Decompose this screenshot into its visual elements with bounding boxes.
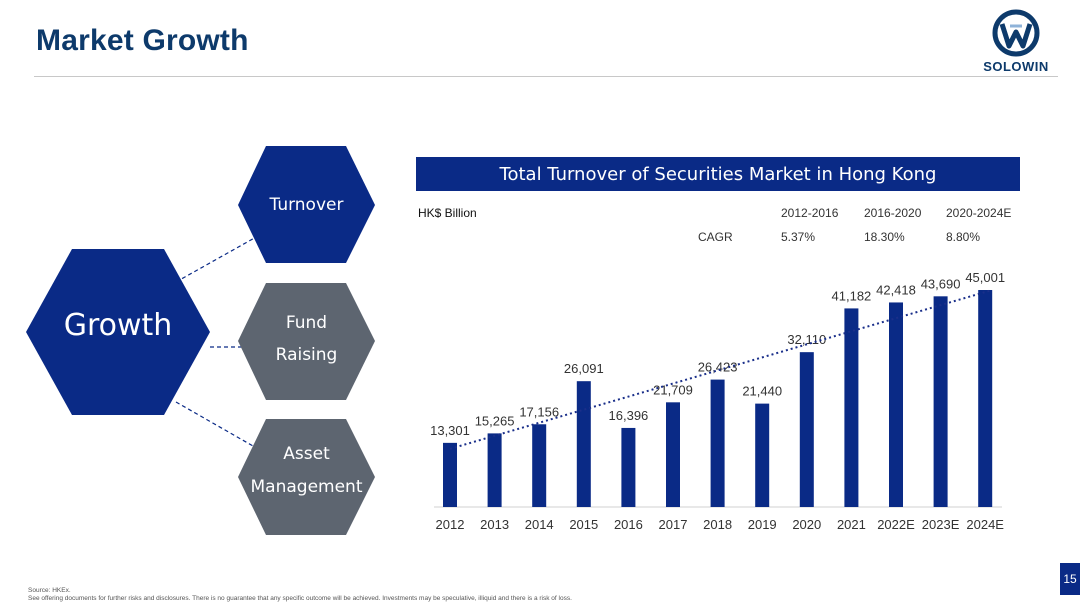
cagr-value-2: 18.30%: [864, 230, 905, 244]
cagr-value-1: 5.37%: [781, 230, 816, 244]
bar-2017: [666, 402, 680, 507]
logo-text: SOLOWIN: [983, 59, 1049, 74]
hex-fund-label-line1: Fund: [285, 313, 328, 333]
footnote-disclaimer: See offering documents for further risks…: [28, 595, 572, 602]
value-label-2014: 17,156: [519, 404, 559, 419]
hex-turnover: [238, 146, 375, 263]
cagr-period-1: 2012-2016: [781, 206, 839, 220]
x-tick-2012: 2012: [436, 517, 465, 532]
bar-2020: [799, 352, 814, 507]
value-label-2020: 32,110: [787, 332, 826, 347]
chart-unit-label: HK$ Billion: [418, 206, 477, 220]
bar-2015: [576, 381, 591, 507]
value-label-2016: 16,396: [609, 408, 649, 423]
x-tick-2022E: 2022E: [877, 517, 915, 532]
x-tick-2021: 2021: [837, 517, 866, 532]
bar-2023E: [933, 296, 948, 507]
bar-2018: [710, 379, 725, 507]
page-number: 15: [1060, 563, 1080, 595]
value-label-2018: 26,423: [698, 360, 738, 375]
connector-asset-management: [175, 401, 261, 451]
title-divider: [34, 76, 1058, 77]
growth-diagram: [26, 146, 375, 535]
x-tick-2013: 2013: [480, 517, 509, 532]
hex-asset-label-line1: Asset: [283, 444, 330, 464]
chart-title: Total Turnover of Securities Market in H…: [416, 157, 1020, 191]
bar-2022E: [889, 302, 903, 507]
cagr-period-2: 2016-2020: [864, 206, 922, 220]
cagr-period-3: 2020-2024E: [946, 206, 1012, 220]
value-label-2017: 21,709: [653, 382, 693, 397]
cagr-label: CAGR: [698, 230, 733, 244]
x-tick-2016: 2016: [614, 517, 643, 532]
hex-asset-label-line2: Management: [250, 477, 363, 497]
hex-asset-management: [238, 419, 375, 535]
footnote: Source: HKEx. See offering documents for…: [28, 587, 572, 603]
x-tick-2014: 2014: [525, 517, 554, 532]
page-title: Market Growth: [36, 24, 249, 57]
bar-2016: [621, 427, 636, 507]
hex-fund-label-line2: Raising: [275, 345, 338, 365]
connector-turnover: [175, 235, 259, 283]
cagr-value-3: 8.80%: [946, 230, 981, 244]
bar-2013: [487, 433, 502, 507]
trendline: [449, 289, 993, 450]
hex-growth: [26, 249, 210, 415]
x-tick-2015: 2015: [569, 517, 598, 532]
x-tick-2023E: 2023E: [922, 517, 960, 532]
hex-growth-label: Growth: [63, 308, 173, 343]
x-tick-2020: 2020: [792, 517, 821, 532]
bar-2012: [443, 442, 457, 507]
value-label-2012: 13,301: [430, 423, 470, 438]
hex-turnover-label: Turnover: [269, 195, 344, 215]
value-label-2022E: 42,418: [876, 282, 916, 297]
value-label-2013: 15,265: [475, 413, 515, 428]
bar-2024E: [978, 290, 993, 507]
solowin-logo: [992, 9, 1040, 57]
value-label-2019: 21,440: [742, 384, 782, 399]
bar-2019: [755, 403, 770, 507]
value-label-2024E: 45,001: [965, 270, 1005, 285]
value-label-2015: 26,091: [564, 361, 604, 376]
hex-fund-raising: [238, 283, 375, 400]
x-tick-2018: 2018: [703, 517, 732, 532]
bar-2014: [532, 424, 547, 507]
x-tick-2019: 2019: [748, 517, 777, 532]
value-label-2021: 41,182: [832, 288, 872, 303]
footnote-source: Source: HKEx.: [28, 587, 71, 594]
value-label-2023E: 43,690: [921, 276, 961, 291]
bar-2021: [844, 308, 859, 507]
x-tick-2017: 2017: [659, 517, 688, 532]
x-tick-2024E: 2024E: [966, 517, 1004, 532]
